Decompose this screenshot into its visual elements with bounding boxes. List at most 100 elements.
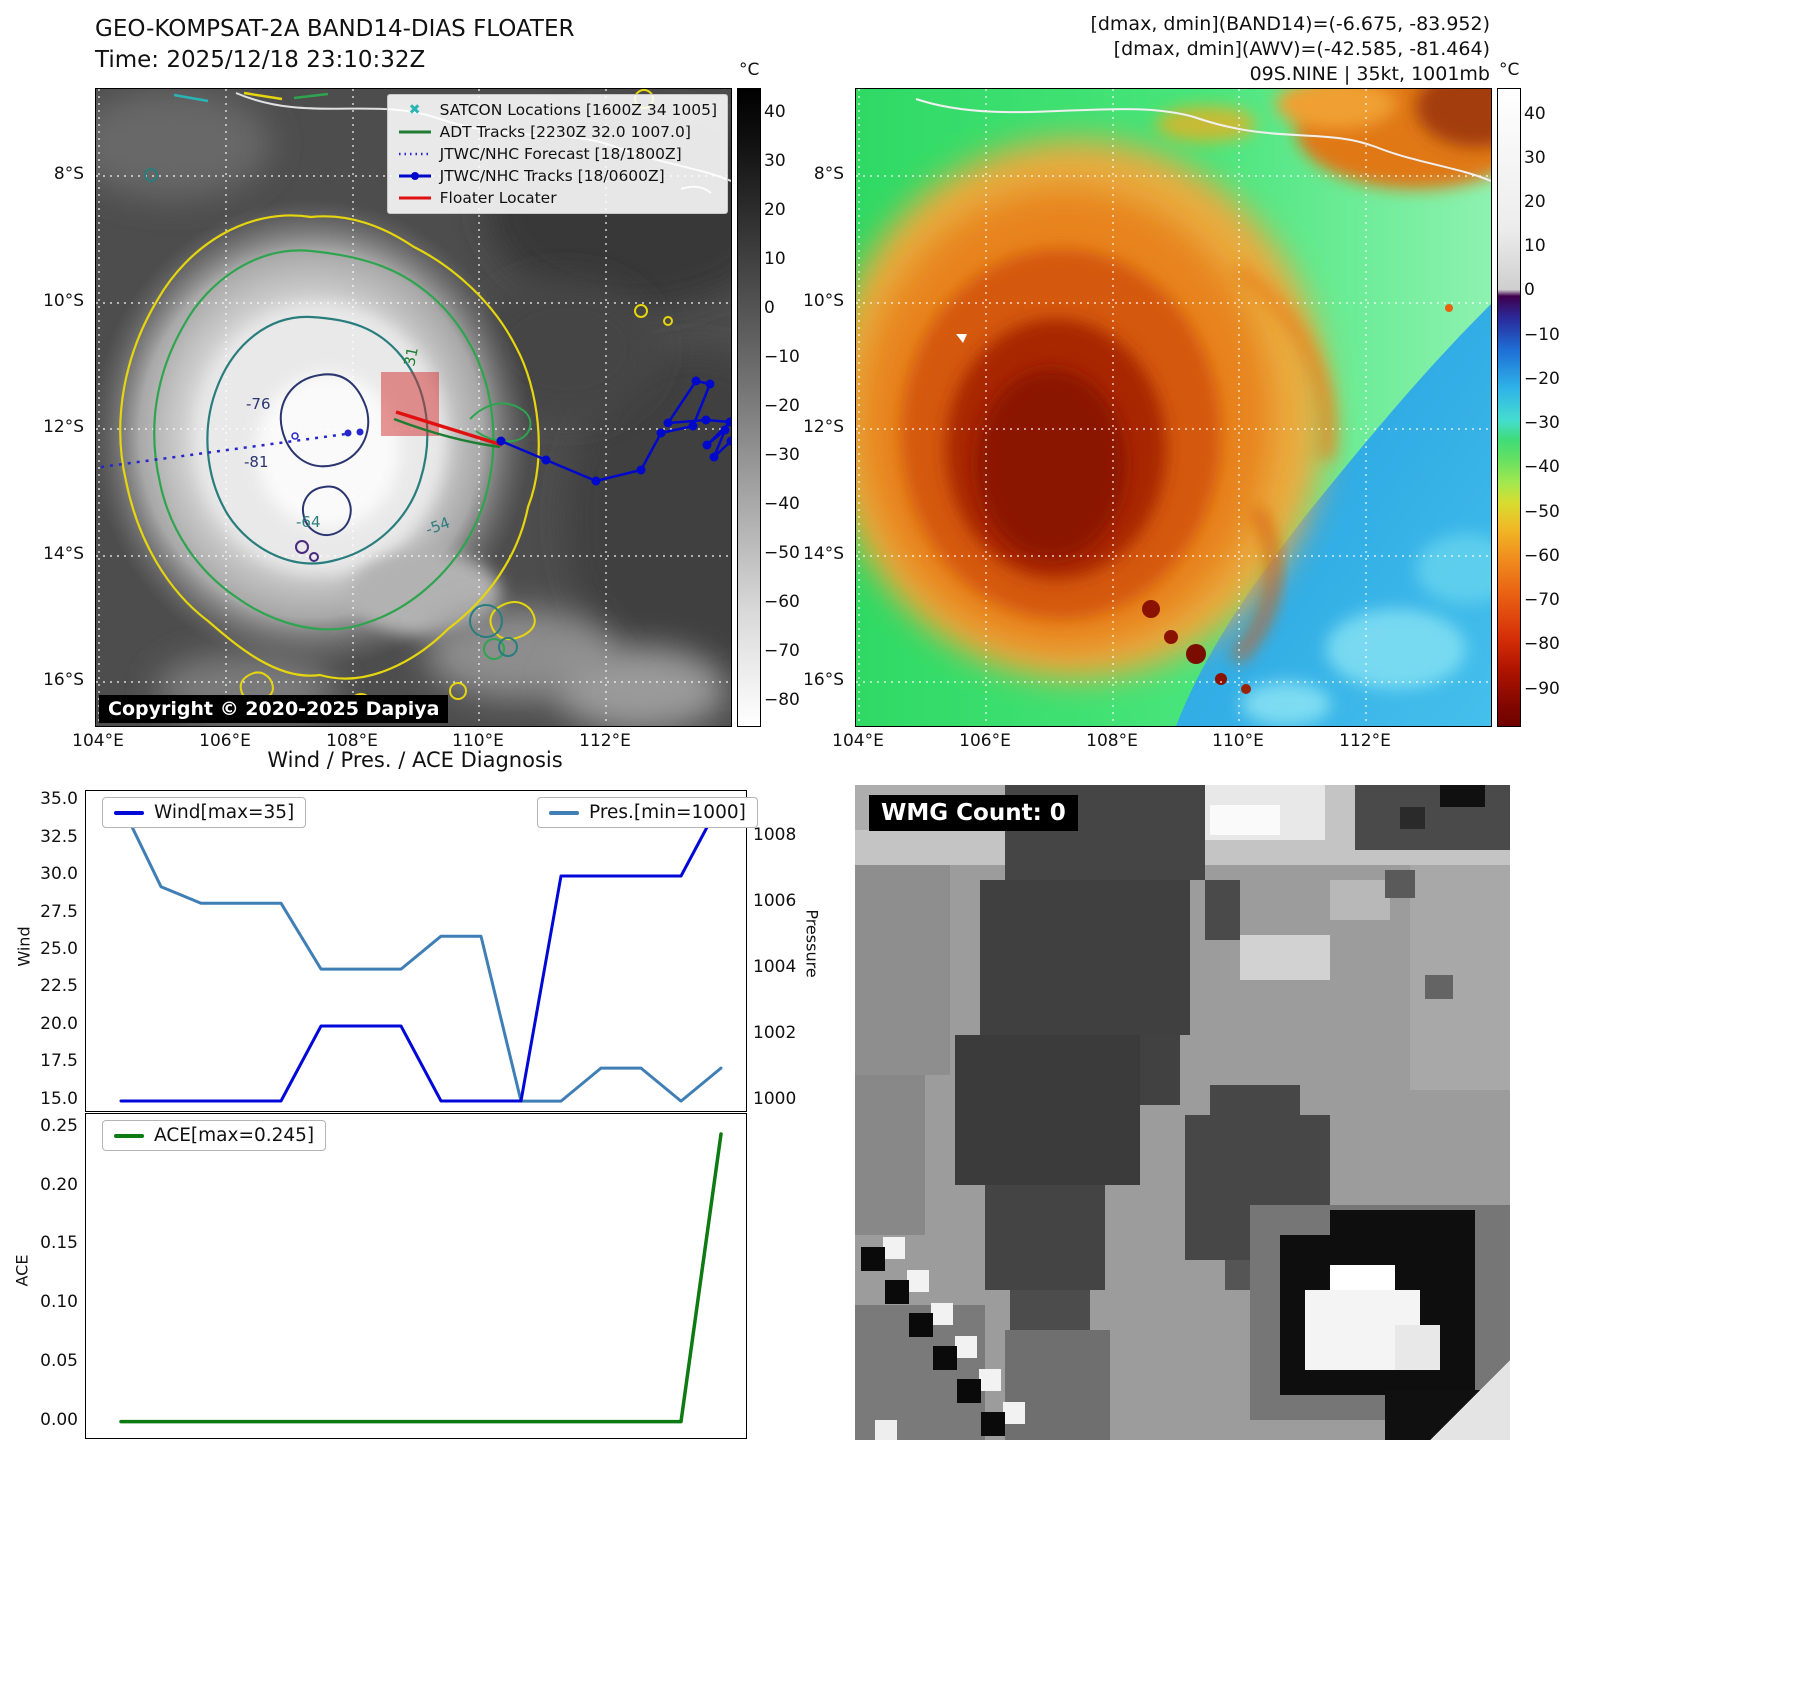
band14-colorbar-tick: −80	[764, 689, 800, 710]
band14-map: -76 -81 -64 -54 31 ✖ SATCON Locations [1600Z …	[95, 88, 732, 727]
wind-pressure-chart	[85, 790, 747, 1112]
awv-colorbar-tick: −60	[1524, 545, 1560, 566]
pressure-y-tick: 1002	[753, 1023, 797, 1044]
band14-colorbar-tick: 0	[764, 297, 775, 318]
awv-lat-tick: 12°S	[803, 417, 844, 437]
storm-id-intensity: 09S.NINE | 35kt, 1001mb	[1249, 63, 1490, 86]
band14-map-legend: ✖ SATCON Locations [1600Z 34 1005] ADT Tra…	[386, 94, 728, 214]
ace-line-icon	[114, 1133, 144, 1138]
ace-legend-label: ACE[max=0.245]	[154, 1125, 315, 1146]
ace-y-tick: 0.15	[40, 1233, 78, 1254]
awv-colorbar-tick: 20	[1524, 192, 1546, 212]
ace-series-line	[119, 1132, 723, 1424]
contour-label: -76	[246, 395, 271, 413]
legend-label: Floater Locater	[439, 189, 557, 207]
awv-colorbar-tick: 30	[1524, 147, 1546, 168]
awv-colorbar-tick: −80	[1524, 634, 1560, 655]
awv-lon-tick: 110°E	[1212, 731, 1264, 751]
legend-item: ✖ SATCON Locations [1600Z 34 1005]	[398, 101, 717, 119]
pressure-y-tick: 1000	[753, 1089, 797, 1110]
adt-track-line	[393, 417, 501, 449]
awv-lat-tick: 8°S	[813, 164, 844, 184]
awv-lat-tick: 10°S	[803, 291, 844, 311]
wind-y-tick: 20.0	[40, 1013, 78, 1034]
track-line-icon	[398, 169, 432, 183]
band14-colorbar-tick: −10	[764, 346, 800, 367]
wind-y-tick: 27.5	[40, 901, 78, 922]
awv-colorbar-tick: −10	[1524, 324, 1560, 345]
legend-item: JTWC/NHC Tracks [18/0600Z]	[398, 167, 717, 185]
satcon-marker-icon: ✖	[408, 102, 421, 118]
legend-label: JTWC/NHC Tracks [18/0600Z]	[439, 167, 665, 185]
pressure-legend-label: Pres.[min=1000]	[589, 802, 746, 823]
band14-title: GEO-KOMPSAT-2A BAND14-DIAS FLOATER	[95, 16, 575, 42]
awv-map	[855, 88, 1492, 727]
band14-colorbar-unit: °C	[739, 60, 760, 80]
band14-colorbar-tick: −70	[764, 640, 800, 661]
wmg-map	[855, 785, 1510, 1440]
ace-axis-label: ACE	[12, 1254, 32, 1287]
ace-y-tick: 0.10	[40, 1292, 78, 1313]
awv-lon-tick: 106°E	[959, 731, 1011, 751]
contour-label: -64	[296, 513, 321, 531]
dmax-dmin-band14: [dmax, dmin](BAND14)=(-6.675, -83.952)	[1090, 13, 1490, 35]
track-line-icon	[398, 125, 432, 139]
pressure-line-icon	[549, 810, 579, 815]
pressure-y-tick: 1006	[753, 891, 797, 912]
dmax-dmin-awv: [dmax, dmin](AWV)=(-42.585, -81.464)	[1113, 38, 1490, 61]
awv-colorbar-tick: −50	[1524, 501, 1560, 522]
track-line-icon	[398, 191, 432, 205]
wind-y-tick: 17.5	[40, 1051, 78, 1072]
copyright-label: Copyright © 2020-2025 Dapiya	[99, 695, 449, 723]
ace-y-tick: 0.00	[40, 1409, 78, 1430]
awv-lon-tick: 108°E	[1086, 731, 1138, 751]
latlon-gridlines	[856, 89, 1491, 726]
band14-colorbar-tick: 30	[764, 150, 786, 171]
legend-item: Floater Locater	[398, 189, 717, 207]
awv-colorbar-tick: −70	[1524, 590, 1560, 611]
band14-colorbar-tick: −20	[764, 395, 800, 416]
forecast-line-icon	[398, 147, 432, 161]
awv-lat-tick: 14°S	[803, 544, 844, 564]
diagnosis-title: Wind / Pres. / ACE Diagnosis	[267, 748, 563, 772]
pressure-axis-label: Pressure	[802, 909, 822, 978]
storm-core	[856, 139, 1326, 679]
wind-y-tick: 15.0	[40, 1088, 78, 1109]
band14-colorbar	[737, 88, 761, 727]
ace-y-tick: 0.25	[40, 1116, 78, 1137]
wmg-count-label: WMG Count: 0	[869, 795, 1078, 831]
awv-annotations: [dmax, dmin](BAND14)=(-6.675, -83.952) […	[900, 12, 1490, 87]
wind-line-icon	[114, 810, 144, 815]
temperature-contours	[119, 89, 673, 717]
contour-label: 31	[400, 345, 422, 367]
jtwc-track-line	[496, 376, 731, 486]
band14-colorbar-tick: −40	[764, 493, 800, 514]
awv-colorbar-tick: 40	[1524, 103, 1546, 124]
legend-label: JTWC/NHC Forecast [18/1800Z]	[439, 145, 682, 163]
band14-lat-tick: 14°S	[43, 544, 84, 564]
coastline	[915, 98, 1491, 182]
awv-colorbar	[1497, 88, 1521, 727]
band14-time: Time: 2025/12/18 23:10:32Z	[95, 47, 426, 73]
ace-chart	[85, 1113, 747, 1439]
band14-lat-tick: 16°S	[43, 670, 84, 690]
awv-colorbar-tick: −90	[1524, 678, 1560, 699]
awv-colorbar-tick: −40	[1524, 457, 1560, 478]
awv-colorbar-unit: °C	[1499, 60, 1520, 80]
ace-legend: ACE[max=0.245]	[102, 1120, 327, 1151]
band14-lat-tick: 8°S	[53, 164, 84, 184]
pressure-y-tick: 1008	[753, 825, 797, 846]
wind-legend-label: Wind[max=35]	[154, 802, 295, 823]
awv-lon-tick: 112°E	[1339, 731, 1391, 751]
band14-colorbar-tick: 10	[764, 248, 786, 269]
contour-label: -81	[244, 453, 269, 471]
wind-y-tick: 32.5	[40, 826, 78, 847]
awv-colorbar-tick: 0	[1524, 280, 1535, 301]
wind-y-tick: 35.0	[40, 789, 78, 810]
band14-lat-tick: 10°S	[43, 291, 84, 311]
pressure-y-tick: 1004	[753, 957, 797, 978]
ace-y-tick: 0.05	[40, 1350, 78, 1371]
wmg-image	[855, 785, 1510, 1440]
legend-label: ADT Tracks [2230Z 32.0 1007.0]	[439, 123, 691, 141]
